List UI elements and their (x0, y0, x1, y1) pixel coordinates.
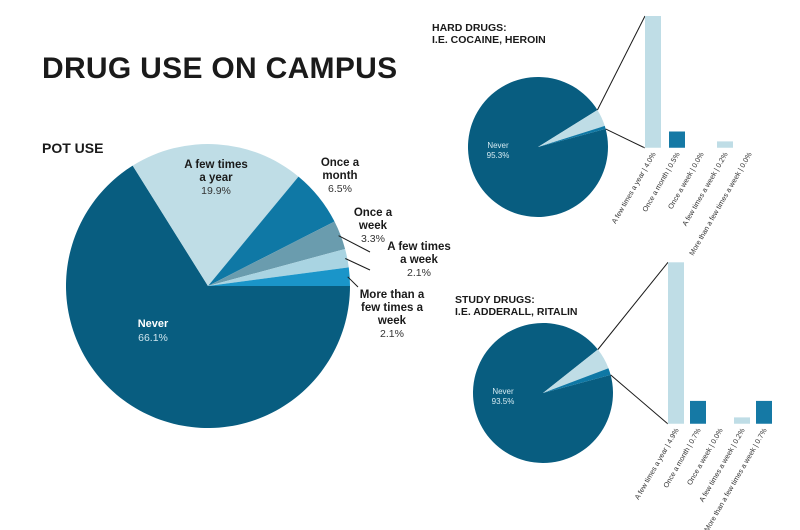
pot-label-a-few-times-a-week-line-1: A few times (387, 241, 450, 253)
pot-label-a-few-times-a-week-value: 2.1% (407, 267, 431, 279)
pot-label-once-a-week-value: 3.3% (361, 233, 385, 245)
hard-connector-top (596, 15, 646, 111)
study-bar-5 (756, 400, 772, 424)
study-slice-never (472, 322, 613, 463)
hard-drugs-title: HARD DRUGS: I.E. COCAINE, HEROIN (432, 22, 546, 46)
hard-label-never-value: 95.3% (487, 151, 510, 160)
pot-leader-line (347, 276, 359, 288)
pot-label-more-than-a-few-times-a-week-line-3: week (377, 315, 407, 327)
study-drugs-title: STUDY DRUGS: I.E. ADDERALL, RITALIN (455, 294, 578, 318)
pot-label-more-than-a-few-times-a-week: More than a few times a week (360, 289, 425, 327)
study-slice-other (543, 368, 611, 393)
pot-label-once-a-week-line-1: Once a (354, 207, 393, 219)
pot-label-a-few-times-a-week: A few times a week (387, 241, 450, 266)
pot-use-title: POT USE (42, 140, 104, 156)
hard-bar-2 (669, 131, 685, 148)
pot-label-never-value: 66.1% (138, 332, 168, 344)
study-slice-a-few-times-a-year (543, 349, 609, 393)
pot-label-a-few-times-a-year-line-2: a year (199, 172, 233, 184)
pot-label-once-a-week-line-2: week (358, 220, 388, 232)
pot-label-once-a-week: Once a week (354, 207, 393, 232)
pot-label-more-than-a-few-times-a-week-value: 2.1% (380, 328, 404, 340)
pot-label-a-few-times-a-year: A few times a year (184, 159, 247, 184)
pot-label-once-a-month-line-2: month (322, 170, 357, 182)
pot-slice-once-a-week (208, 221, 346, 286)
hard-drugs-title-line-2: I.E. COCAINE, HEROIN (432, 34, 546, 46)
pot-label-a-few-times-a-week-line-2: a week (400, 254, 438, 266)
hard-bar-4 (717, 141, 733, 148)
pot-label-more-than-a-few-times-a-week-line-2: few times a (361, 302, 424, 314)
study-bar-1 (668, 262, 684, 424)
pot-leader-line (338, 235, 371, 253)
study-drugs-title-line-1: STUDY DRUGS: (455, 294, 535, 306)
study-drugs-title-line-2: I.E. ADDERALL, RITALIN (455, 306, 578, 318)
hard-connector-bottom (605, 128, 646, 149)
pot-label-a-few-times-a-year-line-1: A few times (184, 159, 247, 171)
study-bar-4 (734, 417, 750, 424)
pot-label-more-than-a-few-times-a-week-line-1: More than a (360, 289, 425, 301)
pot-slice-a-few-times-a-year (132, 144, 299, 286)
hard-bar-1 (645, 16, 661, 148)
hard-bar-label-4: A few times a week | 0.2% (680, 150, 730, 228)
study-connector-bottom (610, 374, 669, 425)
hard-slice-a-few-times-a-year (538, 109, 605, 147)
pot-slice-a-few-times-a-week (208, 248, 349, 286)
hard-bar-label-1: A few times a year | 4.0% (609, 150, 658, 225)
pot-slice-never (65, 165, 351, 429)
pot-slice-more-than-a-few-times-a-week (208, 267, 350, 286)
study-bar-2 (690, 400, 706, 424)
pot-leader-line (345, 258, 371, 271)
pot-label-once-a-month-line-1: Once a (321, 157, 360, 169)
pot-slice-once-a-month (208, 176, 335, 286)
pot-label-never: Never (138, 318, 169, 330)
main-title: DRUG USE ON CAMPUS (42, 52, 398, 85)
study-label-never-value: 93.5% (492, 397, 515, 406)
hard-drugs-title-line-1: HARD DRUGS: (432, 22, 507, 34)
study-label-never: Never (492, 387, 514, 396)
pot-label-once-a-month: Once a month (321, 157, 360, 182)
hard-slice-never (467, 76, 608, 217)
hard-label-never: Never (487, 141, 509, 150)
study-connector-top (597, 261, 669, 350)
pot-label-once-a-month-value: 6.5% (328, 183, 352, 195)
pot-label-a-few-times-a-year-value: 19.9% (201, 185, 231, 197)
hard-slice-other (538, 125, 606, 147)
